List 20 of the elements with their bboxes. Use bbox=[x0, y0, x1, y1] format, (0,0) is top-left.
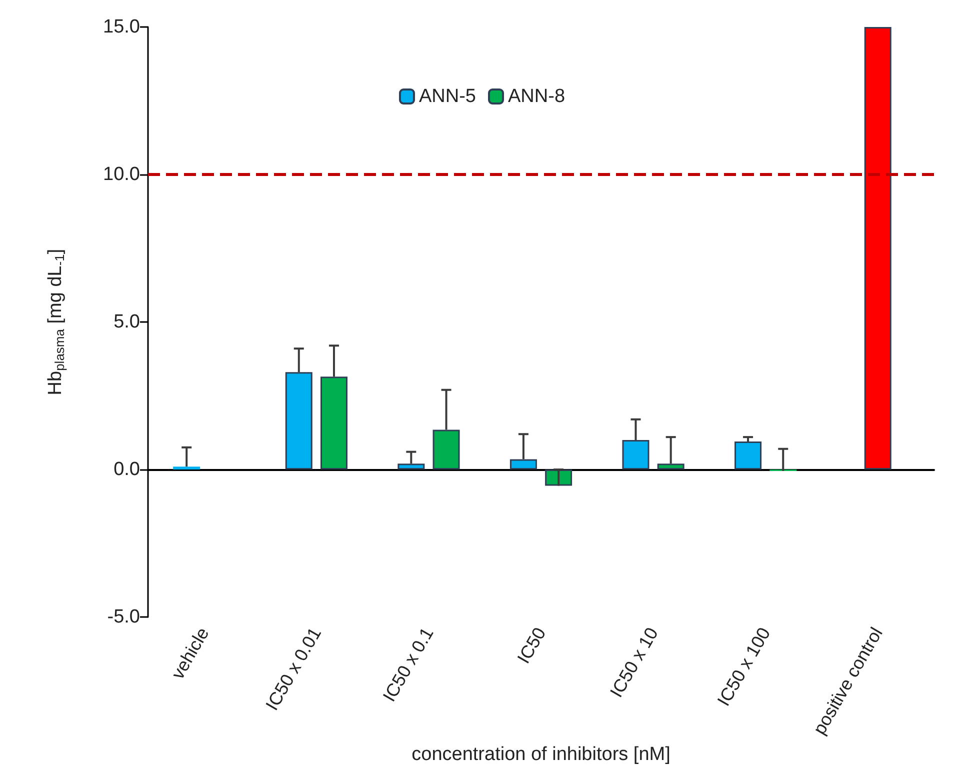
bar bbox=[510, 459, 537, 470]
bar bbox=[432, 430, 460, 470]
bar bbox=[864, 27, 892, 470]
y-tick-label: 10.0 bbox=[103, 164, 140, 186]
legend-label: ANN-8 bbox=[508, 86, 566, 107]
legend-label: ANN-5 bbox=[418, 86, 476, 107]
bar bbox=[398, 464, 425, 470]
y-tick-label: 5.0 bbox=[114, 312, 140, 333]
bar bbox=[734, 441, 762, 470]
bar bbox=[657, 464, 684, 470]
y-tick-label: 0.0 bbox=[114, 459, 140, 480]
bar bbox=[622, 440, 650, 470]
y-tick-label: -5.0 bbox=[107, 606, 140, 628]
y-axis-title: Hbplasma [mg dL-1] bbox=[45, 248, 67, 396]
bar bbox=[545, 470, 572, 486]
bar bbox=[320, 376, 348, 470]
x-axis-title: concentration of inhibitors [nM] bbox=[412, 744, 670, 765]
bar bbox=[173, 466, 200, 470]
bar bbox=[285, 372, 312, 470]
y-tick-label: 15.0 bbox=[103, 16, 140, 38]
